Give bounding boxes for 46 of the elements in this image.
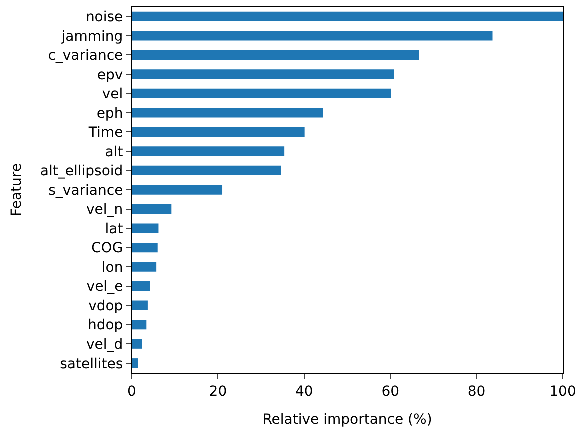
y-tick-label: satellites — [60, 356, 124, 372]
x-tick-label: 80 — [468, 384, 486, 400]
bar — [132, 108, 324, 118]
y-tick-label: vel — [102, 86, 124, 103]
bar — [132, 50, 420, 60]
bar — [132, 339, 142, 349]
y-tick-label: c_variance — [48, 48, 124, 64]
bar — [132, 262, 157, 272]
y-tick-label: epv — [97, 67, 124, 84]
y-tick-label: vel_n — [86, 202, 124, 218]
bar — [132, 70, 394, 80]
bar — [132, 146, 285, 156]
bar — [132, 224, 159, 234]
bar — [132, 204, 172, 214]
y-tick-label: vdop — [88, 298, 124, 314]
bar — [132, 242, 158, 253]
bar — [132, 282, 150, 292]
bar — [132, 320, 147, 330]
y-tick-label: jamming — [60, 28, 124, 45]
y-tick-label: vel_e — [86, 279, 124, 296]
y-tick-label: s_variance — [48, 182, 124, 199]
y-tick-label: eph — [96, 106, 124, 122]
y-tick-label: Time — [88, 125, 124, 142]
bar — [132, 88, 392, 98]
y-axis-title: Feature — [9, 164, 26, 216]
bar — [132, 300, 148, 310]
y-tick-label: COG — [92, 240, 124, 257]
y-tick-label: vel_d — [86, 337, 124, 354]
x-axis-title: Relative importance (%) — [262, 412, 432, 428]
y-tick-label: hdop — [88, 318, 124, 334]
bar — [132, 31, 493, 41]
bar — [132, 12, 563, 22]
bar — [132, 185, 223, 195]
bar — [132, 166, 282, 176]
x-tick-label: 100 — [550, 384, 576, 400]
y-tick-label: alt — [105, 144, 124, 160]
y-tick-label: alt_ellipsoid — [40, 164, 124, 180]
x-tick-label: 60 — [382, 384, 400, 400]
x-tick-label: 0 — [128, 384, 136, 400]
y-tick-label: lon — [102, 260, 124, 276]
x-tick-label: 20 — [209, 384, 228, 400]
bar — [132, 127, 305, 138]
bar — [132, 358, 138, 368]
y-tick-label: lat — [105, 221, 124, 238]
x-tick-label: 40 — [295, 384, 314, 400]
y-tick-label: noise — [86, 10, 124, 26]
